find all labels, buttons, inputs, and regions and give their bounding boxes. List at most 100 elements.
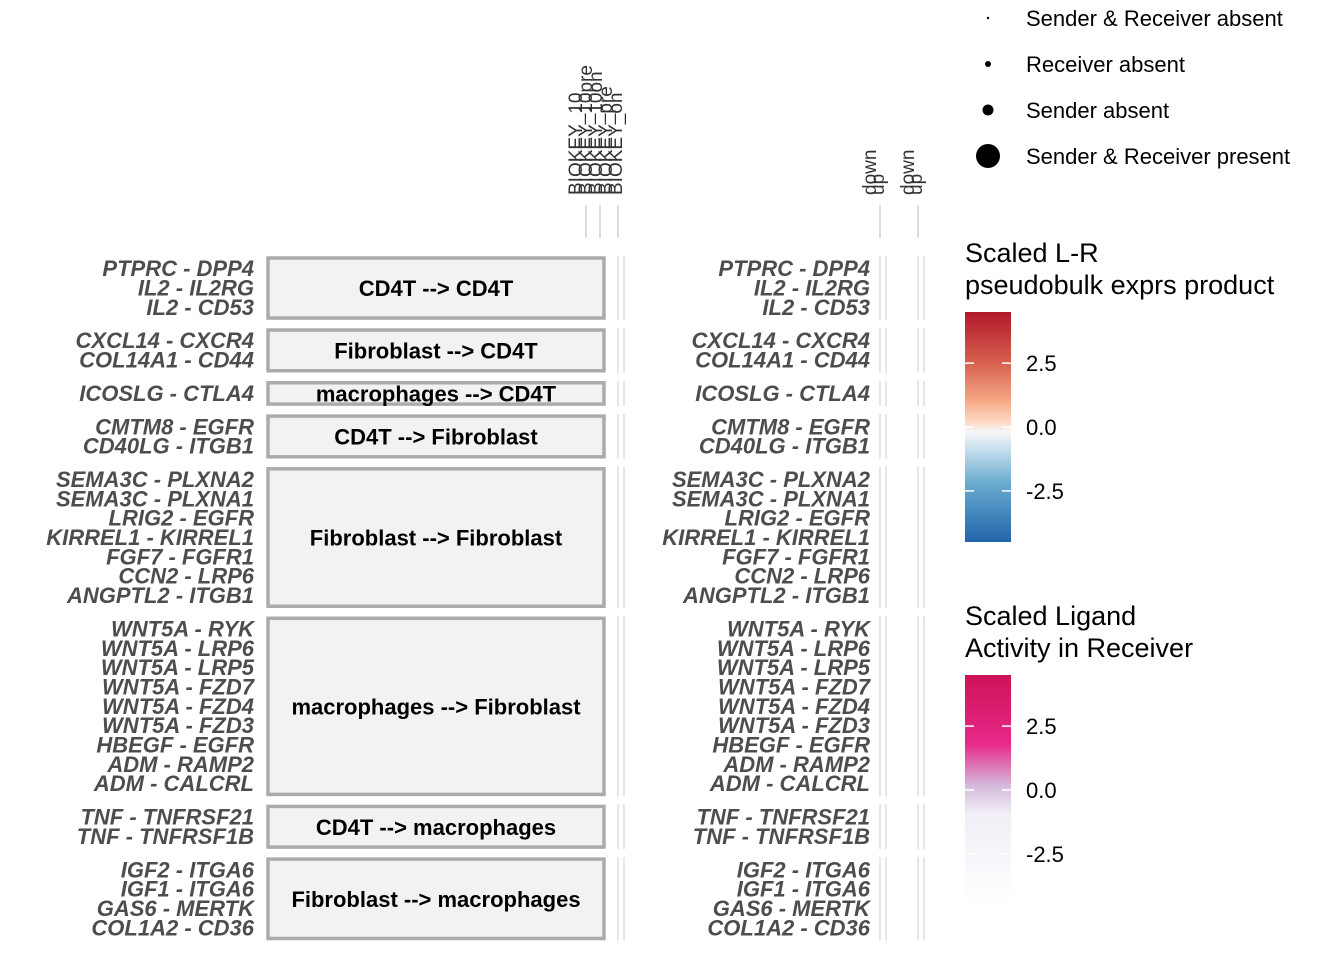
right-pair-label: LRIG2 - EGFR <box>725 506 871 531</box>
left-pair-label: ADM - CALCRL <box>93 771 254 796</box>
right-pair-label: ICOSLG - CTLA4 <box>695 381 870 406</box>
left-pair-label: ICOSLG - CTLA4 <box>79 381 254 406</box>
right-pair-label: ANGPTL2 - ITGB1 <box>682 583 870 608</box>
left-pair-label: TNF - TNFRSF1B <box>77 824 254 849</box>
right-pair-label: ADM - CALCRL <box>709 771 870 796</box>
activity-legend-title-line1: Scaled Ligand <box>965 601 1136 631</box>
left-pair-label: SEMA3C - PLXNA1 <box>56 486 254 511</box>
left-pair-label: IL2 - IL2RG <box>138 276 254 301</box>
left-pair-label: WNT5A - LRP6 <box>101 636 255 661</box>
left-pair-label: COL1A2 - CD36 <box>91 915 254 940</box>
colorbar-tick-label: 0.0 <box>1026 778 1057 803</box>
group-label-7: Fibroblast --> macrophages <box>291 887 580 912</box>
left-pair-label: CXCL14 - CXCR4 <box>76 328 254 353</box>
left-pair-label: COL14A1 - CD44 <box>79 348 254 373</box>
left-pair-label: ADM - RAMP2 <box>106 752 254 777</box>
right-pair-label: CXCL14 - CXCR4 <box>692 328 870 353</box>
right-pair-label: FGF7 - FGFR1 <box>722 544 870 569</box>
group-label-2: macrophages --> CD4T <box>316 381 557 406</box>
left-pair-label: LRIG2 - EGFR <box>109 506 255 531</box>
right-pair-label: KIRREL1 - KIRREL1 <box>662 525 870 550</box>
left-pair-label: HBEGF - EGFR <box>96 733 254 758</box>
activity-column-label: down <box>898 150 919 195</box>
left-pair-label: CD40LG - ITGB1 <box>83 434 254 459</box>
panel-lines <box>585 205 925 941</box>
activity-colorbar-legend: Scaled Ligand Activity in Receiver 2.5 0.… <box>965 601 1193 905</box>
size-legend-dot-1 <box>985 61 991 67</box>
left-pair-label: CMTM8 - EGFR <box>95 414 254 439</box>
left-pair-label: CCN2 - LRP6 <box>118 564 254 589</box>
right-pair-label: IGF1 - ITGA6 <box>737 877 871 902</box>
left-pair-label: WNT5A - LRP5 <box>101 655 255 680</box>
group-label-5: macrophages --> Fibroblast <box>291 694 581 719</box>
left-pair-label: WNT5A - RYK <box>111 616 256 641</box>
size-legend: Sender & Receiver absent Receiver absent… <box>976 6 1290 169</box>
right-pair-label: ADM - RAMP2 <box>722 752 870 777</box>
left-pair-label: PTPRC - DPP4 <box>102 256 254 281</box>
right-pair-label: HBEGF - EGFR <box>712 733 870 758</box>
left-pair-label: FGF7 - FGFR1 <box>106 544 254 569</box>
size-legend-item-0: Sender & Receiver absent <box>1026 6 1283 31</box>
activity-column-label: up <box>868 174 889 195</box>
group-box-0 <box>266 256 606 320</box>
size-legend-item-2: Sender absent <box>1026 98 1169 123</box>
right-pair-label: GAS6 - MERTK <box>713 896 872 921</box>
group-box-7 <box>266 857 606 941</box>
activity-legend-title-line2: Activity in Receiver <box>965 633 1193 663</box>
size-legend-item-3: Sender & Receiver present <box>1026 144 1290 169</box>
group-box-6 <box>266 804 606 849</box>
expr-colorbar-legend: Scaled L-R pseudobulk exprs product 2.5 0… <box>965 238 1275 542</box>
left-pair-label: ANGPTL2 - ITGB1 <box>66 583 254 608</box>
group-box-1 <box>266 328 606 373</box>
right-pair-label: IGF2 - ITGA6 <box>737 857 871 882</box>
right-pair-label: SEMA3C - PLXNA1 <box>672 486 870 511</box>
right-pair-label: SEMA3C - PLXNA2 <box>672 467 871 492</box>
group-box-5 <box>266 616 606 797</box>
left-pair-label: WNT5A - FZD7 <box>102 674 256 699</box>
group-label-0: CD4T --> CD4T <box>359 276 514 301</box>
right-pair-label: TNF - TNFRSF21 <box>696 805 870 830</box>
right-pair-label: PTPRC - DPP4 <box>718 256 870 281</box>
size-legend-item-1: Receiver absent <box>1026 52 1185 77</box>
left-pair-label: TNF - TNFRSF21 <box>80 805 254 830</box>
right-pair-label: TNF - TNFRSF1B <box>693 824 870 849</box>
left-pair-label: IGF1 - ITGA6 <box>121 877 255 902</box>
expr-legend-title-line2: pseudobulk exprs product <box>965 270 1275 300</box>
right-pair-label: CMTM8 - EGFR <box>711 414 870 439</box>
size-legend-dot-0 <box>986 16 990 20</box>
right-pair-label: IL2 - CD53 <box>762 295 870 320</box>
size-legend-dot-3 <box>976 144 1000 168</box>
expression-column-label: BIOKEY_pre <box>596 86 617 195</box>
expr-legend-title-line1: Scaled L-R <box>965 238 1099 268</box>
activity-column-label: down <box>860 150 881 195</box>
colorbar-tick-label: 0.0 <box>1026 415 1057 440</box>
right-pair-label: WNT5A - RYK <box>727 616 872 641</box>
left-pair-label: IL2 - CD53 <box>146 295 254 320</box>
right-pair-label: WNT5A - FZD7 <box>718 674 872 699</box>
expression-column-label: BIOKEY_10pre <box>576 65 597 195</box>
activity-column-label: up <box>906 174 927 195</box>
left-pair-label: WNT5A - FZD3 <box>102 713 254 738</box>
right-pair-label: WNT5A - LRP6 <box>717 636 871 661</box>
left-pair-label: GAS6 - MERTK <box>97 896 256 921</box>
group-label-1: Fibroblast --> CD4T <box>334 338 538 363</box>
colorbar-tick-label: 2.5 <box>1026 351 1057 376</box>
right-pair-label: COL1A2 - CD36 <box>707 915 870 940</box>
right-pair-label: WNT5A - FZD4 <box>718 694 870 719</box>
group-boxes: CD4T --> CD4T Fibroblast --> CD4T macropha… <box>266 256 606 941</box>
colorbar-tick-label: -2.5 <box>1026 842 1064 867</box>
group-label-4: Fibroblast --> Fibroblast <box>310 526 563 551</box>
expression-column-label: BIOKEY_on <box>606 93 627 195</box>
left-pair-label: IGF2 - ITGA6 <box>121 857 255 882</box>
colorbar-tick-label: -2.5 <box>1026 479 1064 504</box>
right-pair-label: COL14A1 - CD44 <box>695 348 870 373</box>
right-pair-label: IL2 - IL2RG <box>754 276 870 301</box>
group-box-4 <box>266 467 606 608</box>
right-pair-label: CD40LG - ITGB1 <box>699 434 870 459</box>
size-legend-dot-2 <box>982 104 994 116</box>
colorbar-tick-label: 2.5 <box>1026 714 1057 739</box>
right-pair-label: CCN2 - LRP6 <box>734 564 870 589</box>
